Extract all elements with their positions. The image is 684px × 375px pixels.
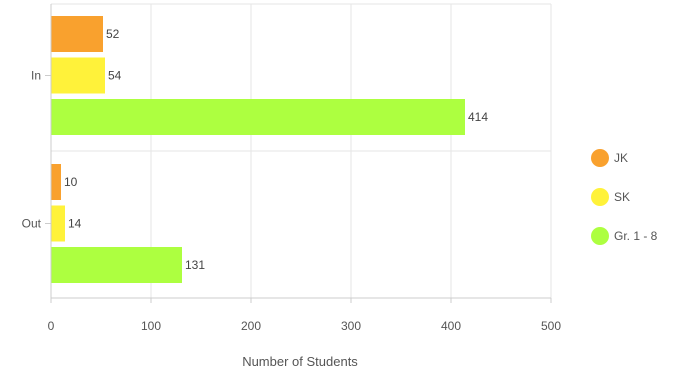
- x-tick-label: 0: [48, 319, 55, 333]
- x-tick-label: 200: [241, 319, 261, 333]
- bar-out-2: [51, 247, 182, 283]
- y-category-label: In: [31, 69, 41, 83]
- bars-layer: 52 10 54 14 414 131: [51, 16, 488, 283]
- bar-out-0: [51, 164, 61, 200]
- bar-in-0: [51, 16, 103, 52]
- legend-label: JK: [614, 151, 628, 165]
- legend: JK SK Gr. 1 - 8: [591, 149, 658, 245]
- bar-in-2: [51, 99, 465, 135]
- x-tick-label: 500: [541, 319, 561, 333]
- bar-in-1: [51, 57, 105, 94]
- data-label: 52: [106, 27, 120, 41]
- y-category-label: Out: [22, 217, 42, 231]
- legend-marker: [591, 149, 609, 167]
- data-label: 10: [64, 175, 78, 189]
- bar-out-1: [51, 205, 65, 242]
- legend-marker: [591, 188, 609, 206]
- data-label: 14: [68, 217, 82, 231]
- legend-label: Gr. 1 - 8: [614, 229, 658, 243]
- legend-label: SK: [614, 190, 630, 204]
- legend-marker: [591, 227, 609, 245]
- axis-layer: 0 100 200 300 400 500 In Out: [22, 4, 561, 333]
- x-tick-label: 300: [341, 319, 361, 333]
- x-tick-label: 400: [441, 319, 461, 333]
- data-label: 54: [108, 69, 122, 83]
- data-label: 414: [468, 110, 488, 124]
- data-label: 131: [185, 258, 205, 272]
- x-axis-title: Number of Students: [242, 354, 358, 369]
- x-tick-label: 100: [141, 319, 161, 333]
